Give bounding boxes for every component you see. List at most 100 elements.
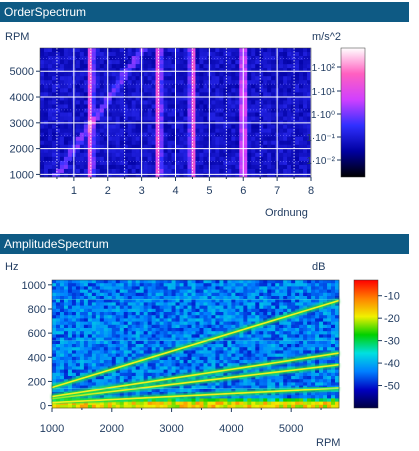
amp-heat-cell — [287, 340, 292, 345]
amp-heat-cell — [219, 350, 224, 354]
order-heat-cell — [247, 144, 252, 150]
order-heat-cell — [79, 76, 85, 81]
order-heat-cell — [279, 96, 284, 101]
amp-heat-cell — [215, 356, 220, 361]
amp-heat-cell — [75, 340, 81, 345]
amp-heat-cell — [279, 302, 284, 306]
amp-heat-cell — [235, 321, 240, 326]
amp-heat-cell — [315, 347, 320, 351]
amp-heat-cell — [143, 308, 148, 313]
order-heat-cell — [159, 80, 164, 85]
amp-heat-cell — [271, 331, 276, 335]
amp-heat-cell — [131, 280, 137, 284]
order-heat-cell — [67, 136, 73, 142]
amp-heat-cell — [295, 318, 300, 322]
order-heat-cell — [283, 156, 288, 162]
order-heat-cell — [155, 108, 160, 113]
order-heat-cell — [79, 56, 85, 61]
order-heat-cell — [231, 144, 236, 150]
amp-heat-cell — [143, 292, 148, 297]
order-heat-cell — [59, 104, 65, 109]
amp-heat-cell — [223, 360, 228, 364]
amp-heat-cell — [335, 321, 340, 326]
amp-heat-cell — [307, 324, 312, 329]
amp-heat-cell — [123, 344, 129, 348]
amp-heat-cell — [71, 350, 77, 354]
order-heat-cell — [279, 76, 284, 81]
order-heat-cell — [267, 92, 272, 97]
amp-heat-cell — [175, 280, 180, 284]
amp-heat-cell — [211, 360, 216, 364]
order-heat-cell — [235, 92, 240, 97]
amp-heat-cell — [311, 340, 316, 345]
amp-heat-cell — [279, 305, 284, 310]
amp-heat-cell — [307, 337, 312, 342]
order-heat-cell — [219, 124, 224, 129]
order-heat-cell — [243, 96, 248, 101]
amp-heat-cell — [123, 353, 129, 358]
order-heat-cell — [199, 80, 204, 85]
amp-heat-cell — [299, 379, 304, 383]
amp-heat-cell — [52, 302, 57, 306]
amp-heat-cell — [119, 334, 125, 338]
order-heat-cell — [219, 80, 224, 85]
amp-heat-cell — [271, 395, 276, 399]
order-heat-cell — [195, 52, 200, 57]
order-heat-cell — [127, 160, 132, 166]
amp-heat-cell — [151, 366, 156, 370]
order-heat-cell — [131, 104, 136, 109]
order-heat-cell — [255, 144, 260, 150]
order-heat-cell — [67, 52, 73, 57]
amp-heat-cell — [287, 292, 292, 297]
order-heat-cell — [47, 56, 53, 61]
order-heat-cell — [83, 112, 89, 117]
order-heat-cell — [179, 80, 184, 85]
amp-heat-cell — [199, 331, 204, 335]
amp-heat-cell — [183, 385, 188, 390]
amp-heat-cell — [91, 289, 97, 294]
amp-heat-cell — [203, 302, 208, 306]
order-heat-cell — [79, 172, 85, 178]
order-heat-cell — [63, 92, 69, 97]
amp-heat-cell — [147, 337, 152, 342]
order-heat-cell — [259, 136, 264, 142]
amp-heat-cell — [223, 302, 228, 306]
order-heat-cell — [171, 160, 176, 166]
amp-heat-cell — [127, 318, 133, 322]
order-heat-cell — [79, 152, 85, 158]
amp-heat-cell — [79, 292, 85, 297]
amp-heat-cell — [271, 305, 276, 310]
amp-heat-cell — [263, 312, 268, 316]
order-heat-cell — [167, 132, 172, 137]
order-heat-cell — [211, 92, 216, 97]
amp-heat-cell — [331, 366, 336, 370]
order-heat-cell — [87, 88, 93, 93]
amp-heat-cell — [331, 382, 336, 386]
amp-heat-cell — [227, 302, 232, 306]
order-heat-cell — [267, 144, 272, 150]
amp-heat-cell — [335, 344, 340, 348]
amp-heat-cell — [239, 369, 244, 374]
amp-heat-cell — [195, 305, 200, 310]
order-heat-cell — [87, 104, 93, 109]
amp-heat-cell — [295, 308, 300, 313]
amp-heat-cell — [63, 350, 69, 354]
order-heat-cell — [259, 164, 264, 170]
amp-heat-cell — [119, 299, 125, 303]
order-heat-cell — [135, 60, 140, 65]
amp-heat-cell — [191, 369, 196, 374]
order-heat-cell — [55, 172, 61, 178]
amp-heat-cell — [275, 321, 280, 326]
order-heat-cell — [283, 72, 288, 77]
amp-heat-cell — [163, 324, 168, 329]
amp-heat-cell — [151, 369, 156, 374]
amp-heat-cell — [163, 328, 168, 332]
amp-heat-cell — [75, 312, 81, 316]
amp-heat-cell — [227, 308, 232, 313]
order-colorbar — [340, 47, 366, 178]
order-heat-cell — [59, 80, 65, 85]
amp-heat-cell — [311, 312, 316, 316]
amp-heat-cell — [119, 289, 125, 294]
order-heat-cell — [183, 168, 188, 174]
amp-heat-cell — [52, 344, 57, 348]
